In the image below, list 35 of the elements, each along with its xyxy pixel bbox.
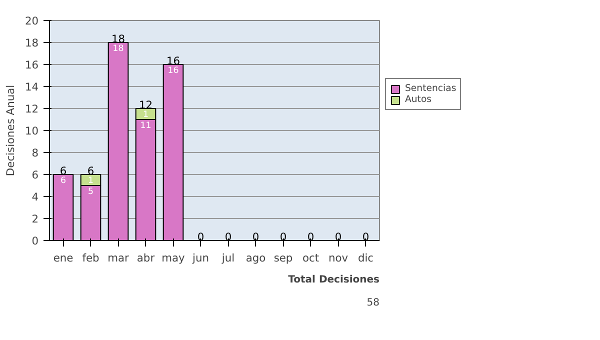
data-label: 18 — [112, 44, 124, 54]
x-tick-label: mar — [108, 252, 130, 264]
legend-label: Autos — [405, 94, 432, 105]
data-label: 1 — [142, 110, 149, 120]
x-tick-label: nov — [328, 252, 348, 264]
y-tick-label: 2 — [32, 212, 38, 226]
x-tick-label: abr — [136, 252, 156, 264]
x-tick-label: ene — [53, 252, 74, 264]
y-tick-label: 4 — [32, 190, 39, 204]
data-label: 6 — [60, 176, 66, 186]
y-tick-label: 6 — [32, 168, 39, 182]
x-tick-label: jul — [220, 252, 235, 264]
y-tick-label: 10 — [24, 124, 39, 138]
y-tick-label: 20 — [24, 14, 39, 28]
x-tick-label: feb — [82, 252, 100, 264]
x-tick-label: dic — [358, 252, 374, 264]
data-label: 1 — [88, 176, 94, 186]
y-tick-label: 18 — [24, 36, 39, 50]
x-tick-label: ago — [246, 252, 266, 264]
data-label: 11 — [140, 121, 152, 132]
y-axis-title: Decisiones Anual — [4, 84, 17, 176]
x-tick-label: jun — [192, 252, 209, 264]
y-tick-label: 8 — [32, 146, 39, 160]
x-tick-label: sep — [274, 252, 293, 264]
y-tick-label: 12 — [24, 102, 39, 116]
x-tick-label: may — [162, 252, 185, 264]
data-label: 5 — [88, 187, 94, 198]
text: 58 — [366, 298, 380, 308]
legend-label: Sentencias — [405, 83, 456, 94]
data-label: 16 — [168, 66, 179, 76]
text: Total Decisiones — [288, 274, 380, 286]
y-tick-label: 16 — [24, 58, 39, 72]
x-tick-label: oct — [302, 252, 320, 264]
y-tick-label: 14 — [24, 80, 39, 94]
y-tick-label: 0 — [32, 234, 39, 248]
